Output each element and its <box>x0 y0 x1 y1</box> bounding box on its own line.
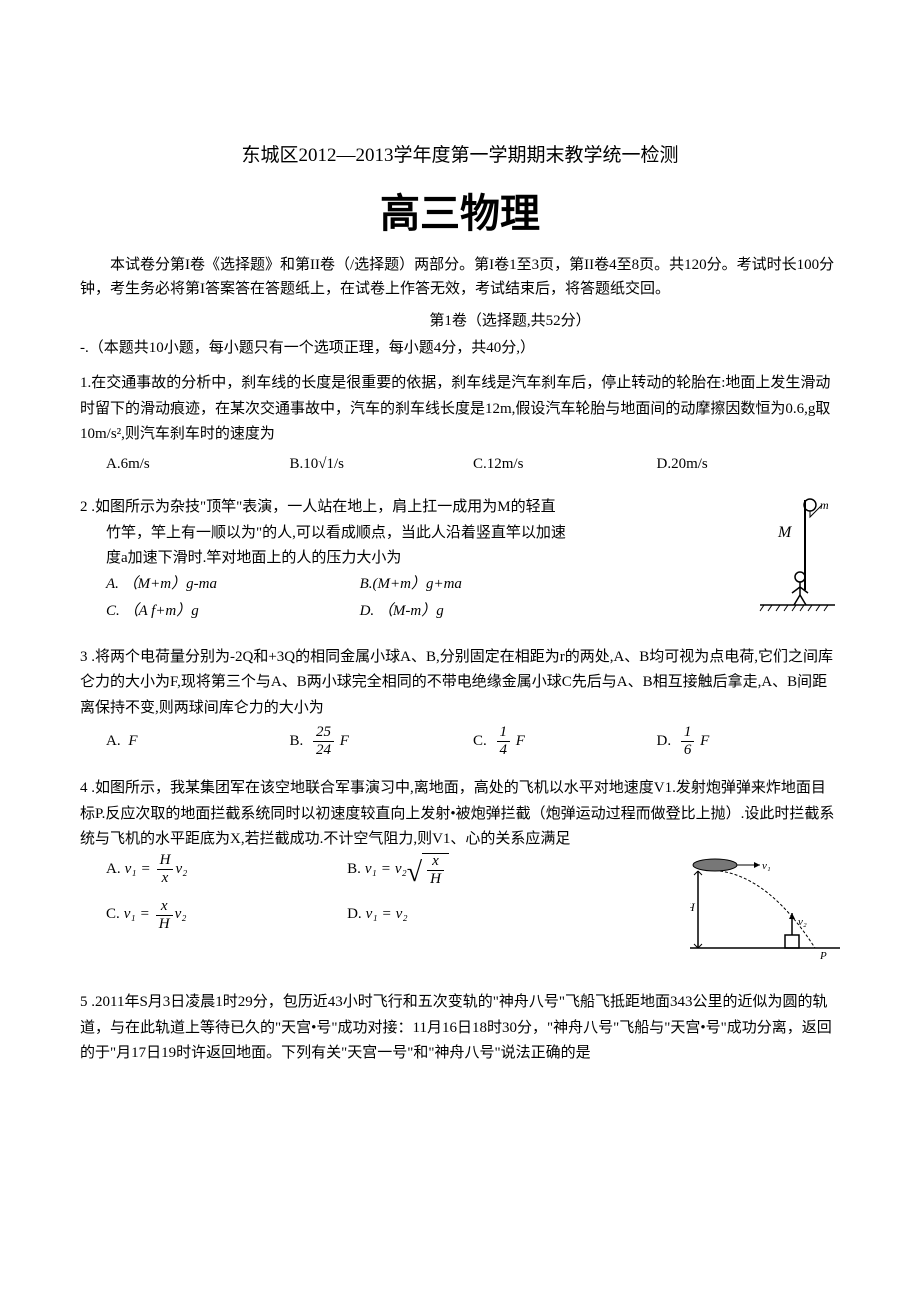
q4-c-v1: v₁ <box>124 902 136 928</box>
svg-text:P: P <box>819 950 827 962</box>
q3-a-label: A. <box>106 733 121 749</box>
svg-text:H: H <box>690 900 696 914</box>
q1-options: A.6m/s B.10√1/s C.12m/s D.20m/s <box>80 452 840 478</box>
q2-option-a: A. （M+m）g-ma <box>106 572 360 598</box>
q4-d-v1: v₁ <box>366 902 378 928</box>
q4-d-label: D. <box>347 902 362 928</box>
q4-d-v2: v₂ <box>396 902 408 928</box>
q3-b-tail: F <box>340 733 349 749</box>
q4-a-v1: v₁ <box>125 857 137 883</box>
q2-options: A. （M+m）g-ma B.(M+m）g+ma C. （A f+m）g D. … <box>80 572 740 627</box>
q3-b-label: B. <box>290 733 304 749</box>
q1-option-a: A.6m/s <box>106 452 290 478</box>
q2-figure: m M <box>750 495 840 627</box>
exam-header: 东城区2012—2013学年度第一学期期末教学统一检测 <box>80 140 840 167</box>
question-1: 1.在交通事故的分析中，刹车线的长度是很重要的依据，刹车线是汽车刹车后，停止转动… <box>80 371 840 477</box>
q3-b-den: 24 <box>313 742 334 758</box>
q3-b-num: 25 <box>313 725 334 742</box>
q1-option-b: B.10√1/s <box>290 452 474 478</box>
sqrt-icon: √ <box>407 859 422 887</box>
q4-c-num: x <box>156 899 173 916</box>
q3-d-num: 1 <box>681 725 695 742</box>
question-3: 3 .将两个电荷量分别为-2Q和+3Q的相同金属小球A、B,分别固定在相距为r的… <box>80 645 840 759</box>
q4-b-den: H <box>427 871 444 887</box>
q1-option-d: D.20m/s <box>657 452 841 478</box>
question-2: 2 .如图所示为杂技"顶竿"表演，一人站在地上，肩上扛一成用为M的轻直 竹竿，竿… <box>80 495 840 627</box>
q4-d-eq: = <box>382 902 392 928</box>
q4-b-num: x <box>427 854 444 871</box>
q4-figure: v₁ H v₂ P <box>690 853 840 973</box>
q4-options: A. v₁ = Hx v₂ B. v₁ = v₂ √ <box>80 853 680 944</box>
svg-text:v₁: v₁ <box>762 860 771 872</box>
q4-b-v2: v₂ <box>395 857 407 883</box>
question-5: 5 .2011年S月3日凌晨1时29分，包历近43小时飞行和五次变轨的"神舟八号… <box>80 990 840 1067</box>
q4-text: 4 .如图所示，我某集团军在该空地联合军事演习中,离地面，高处的飞机以水平对地速… <box>80 776 840 853</box>
q3-d-tail: F <box>700 733 709 749</box>
q3-d-label: D. <box>657 733 672 749</box>
question-4: 4 .如图所示，我某集团军在该空地联合军事演习中,离地面，高处的飞机以水平对地速… <box>80 776 840 972</box>
q4-option-b: B. v₁ = v₂ √ xH <box>347 853 588 887</box>
q2-option-b: B.(M+m）g+ma <box>360 572 614 598</box>
q2-text-line2: 竹竿，竿上有一顺以为"的人,可以看成顺点，当此人沿着竖直竿以加速 <box>80 521 740 547</box>
exam-intro: 本试卷分第I卷《选择题》和第II卷（/选择题）两部分。第I卷1至3页，第II卷4… <box>80 253 840 301</box>
q4-b-label: B. <box>347 857 361 883</box>
q2-option-c: C. （A f+m）g <box>106 599 360 625</box>
section-label: 第1卷（选择题,共52分） <box>180 309 840 330</box>
svg-text:v₂: v₂ <box>798 916 807 928</box>
section-instructions: -.（本题共10小题，每小题只有一个选项正理，每小题4分，共40分,） <box>80 336 840 357</box>
q4-option-c: C. v₁ = xH v₂ <box>106 899 347 932</box>
q3-options: A. F B. 2524 F C. 14 F D. 16 F <box>80 725 840 758</box>
q4-c-label: C. <box>106 902 120 928</box>
q3-c-num: 1 <box>497 725 511 742</box>
q3-option-b: B. 2524 F <box>290 725 474 758</box>
q3-d-den: 6 <box>681 742 695 758</box>
q4-a-label: A. <box>106 857 121 883</box>
q4-c-eq: = <box>140 902 150 928</box>
q3-option-c: C. 14 F <box>473 725 657 758</box>
q3-option-a: A. F <box>106 729 290 755</box>
q4-a-eq: = <box>140 857 150 883</box>
q2-fig-label-big-m: M <box>777 524 793 541</box>
q2-option-d: D. （M-m）g <box>360 599 614 625</box>
q2-text-line3: 度a加速下滑时.竿对地面上的人的压力大小为 <box>80 546 740 572</box>
q3-c-den: 4 <box>497 742 511 758</box>
q4-option-d: D. v₁ = v₂ <box>347 902 588 928</box>
q1-text: 1.在交通事故的分析中，刹车线的长度是很重要的依据，刹车线是汽车刹车后，停止转动… <box>80 371 840 448</box>
q4-a-den: x <box>157 870 174 886</box>
q3-text: 3 .将两个电荷量分别为-2Q和+3Q的相同金属小球A、B,分别固定在相距为r的… <box>80 645 840 722</box>
q3-c-label: C. <box>473 733 487 749</box>
q4-a-num: H <box>157 853 174 870</box>
q4-a-v2: v₂ <box>175 857 187 883</box>
q3-a-value: F <box>128 733 137 749</box>
q3-option-d: D. 16 F <box>657 725 841 758</box>
q1-option-c: C.12m/s <box>473 452 657 478</box>
q5-text: 5 .2011年S月3日凌晨1时29分，包历近43小时飞行和五次变轨的"神舟八号… <box>80 990 840 1067</box>
q4-option-a: A. v₁ = Hx v₂ <box>106 853 347 886</box>
q4-c-den: H <box>156 916 173 932</box>
q4-b-eq: = <box>381 857 391 883</box>
q3-c-tail: F <box>516 733 525 749</box>
q4-c-v2: v₂ <box>175 902 187 928</box>
q4-b-v1: v₁ <box>365 857 377 883</box>
exam-main-title: 高三物理 <box>80 181 840 239</box>
q2-text-line1: 2 .如图所示为杂技"顶竿"表演，一人站在地上，肩上扛一成用为M的轻直 <box>80 495 740 521</box>
